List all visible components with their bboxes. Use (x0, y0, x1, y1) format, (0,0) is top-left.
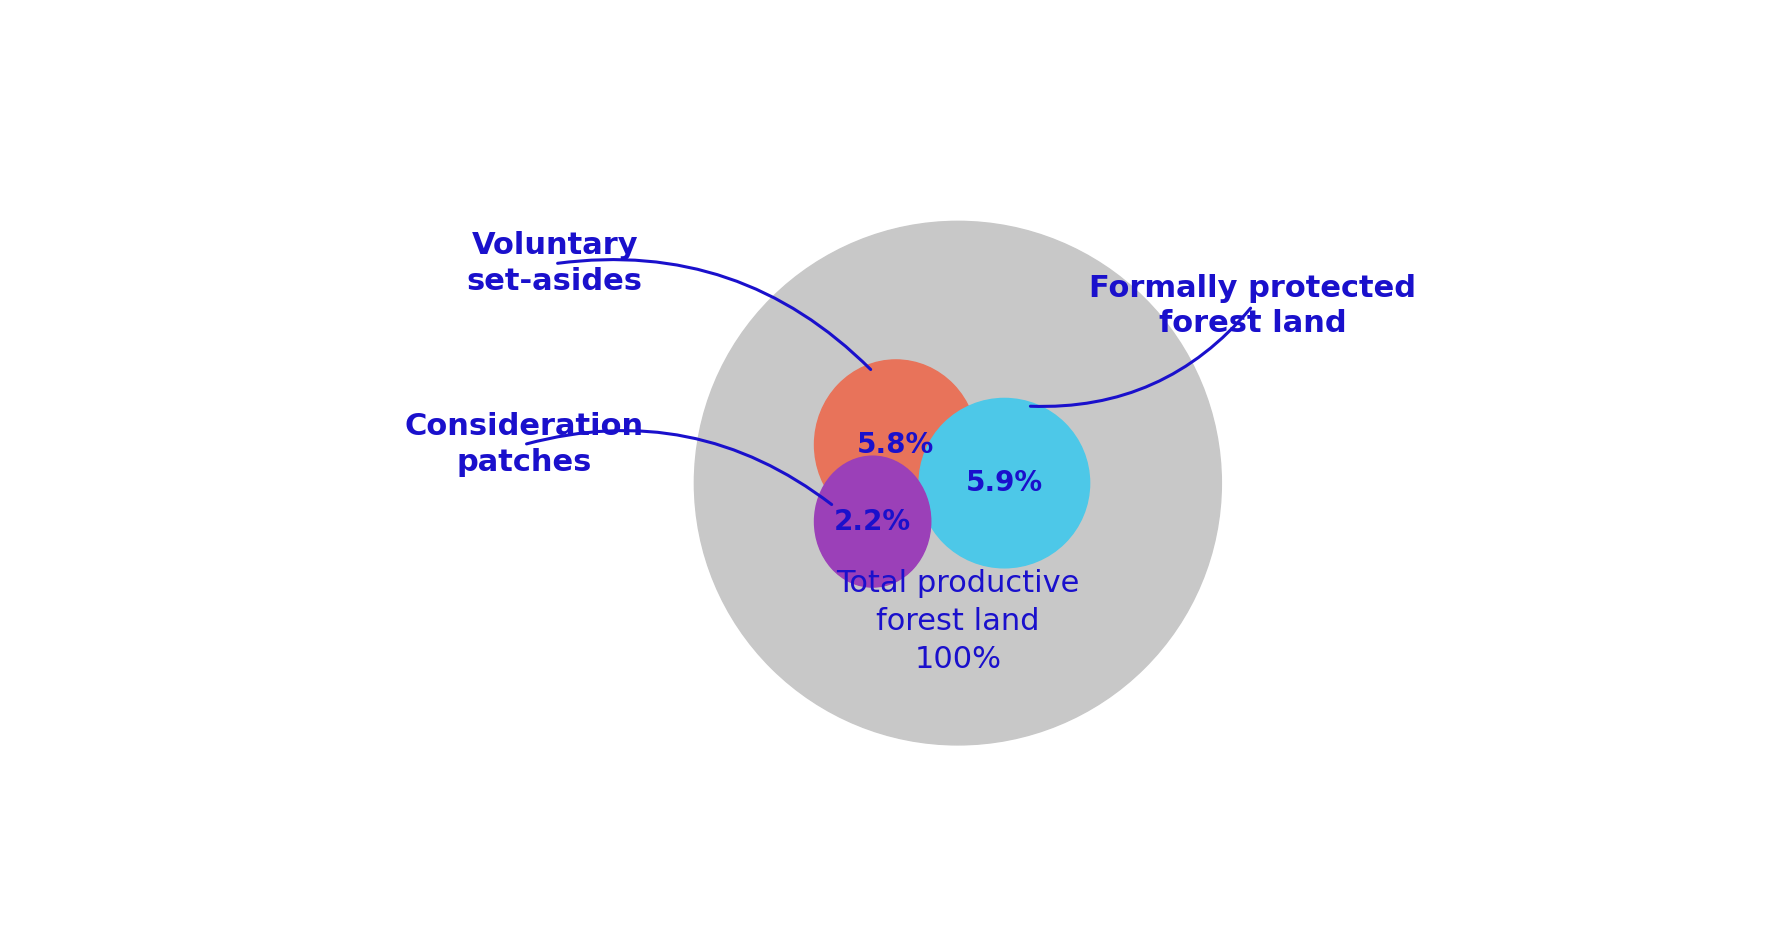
Text: Consideration
patches: Consideration patches (404, 412, 644, 477)
Text: Voluntary
set-asides: Voluntary set-asides (466, 231, 644, 296)
Ellipse shape (814, 359, 977, 530)
Text: Formally protected
forest land: Formally protected forest land (1089, 273, 1417, 339)
Ellipse shape (918, 398, 1090, 568)
Text: 2.2%: 2.2% (833, 508, 911, 535)
Ellipse shape (814, 456, 931, 587)
Text: 5.9%: 5.9% (966, 469, 1043, 497)
Circle shape (695, 221, 1222, 745)
Text: Total productive
forest land
100%: Total productive forest land 100% (837, 569, 1080, 674)
Text: 5.8%: 5.8% (858, 430, 934, 459)
